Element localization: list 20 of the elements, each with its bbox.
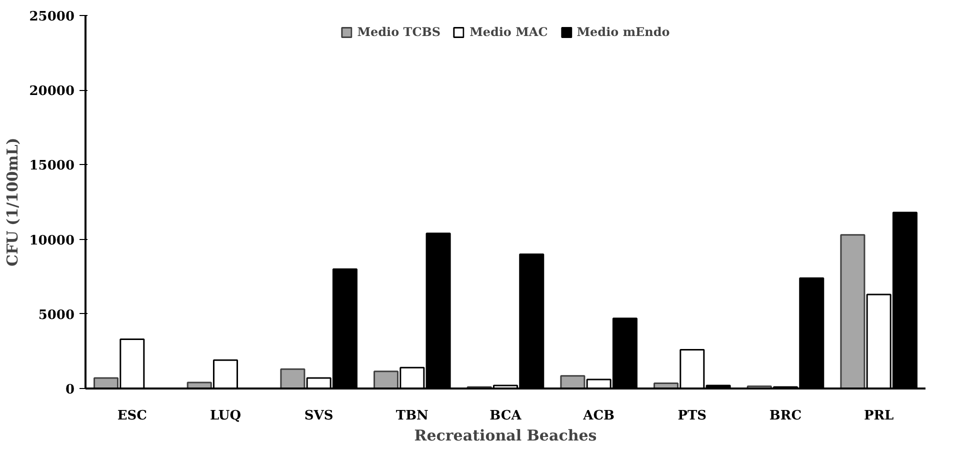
x-axis-title: Recreational Beaches [414, 426, 597, 444]
y-tick-label: 0 [65, 382, 74, 398]
legend-label: Medio mEndo [576, 25, 670, 39]
x-tick-label: BCA [490, 408, 522, 424]
y-tick-label: 10000 [29, 233, 75, 248]
x-tick-label: ESC [117, 408, 147, 424]
legend-label: Medio MAC [470, 25, 548, 39]
y-tick-label: 25000 [29, 10, 75, 24]
x-tick-label: TBN [396, 408, 429, 424]
x-tick-label: PTS [678, 408, 707, 424]
x-tick-label: SVS [304, 408, 334, 424]
y-tick-label: 15000 [29, 158, 75, 174]
y-tick-label: 20000 [29, 84, 75, 100]
x-tick-label: ACB [582, 408, 615, 424]
y-tick-label: 5000 [38, 308, 75, 323]
x-tick-label: LUQ [210, 408, 242, 424]
legend-label: Medio TCBS [357, 25, 441, 39]
y-axis-title: CFU (1/100mL) [3, 138, 22, 266]
x-tick-label: BRC [769, 408, 802, 424]
x-tick-label: PRL [864, 408, 894, 424]
